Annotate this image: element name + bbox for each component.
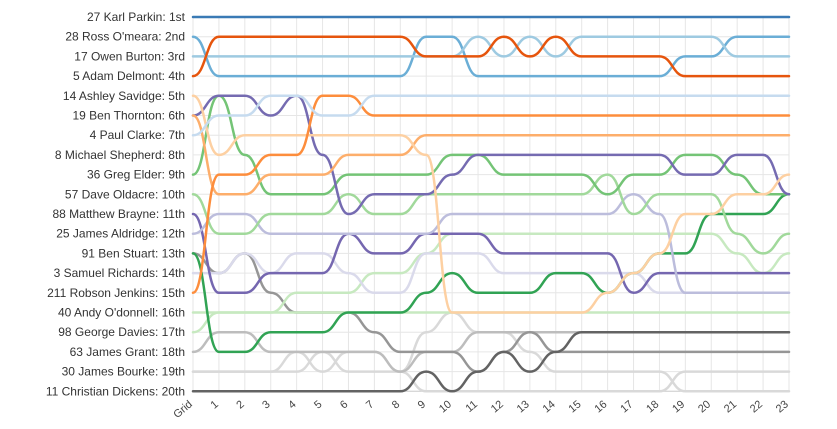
x-tick-label: 5 bbox=[312, 398, 324, 411]
series-line-14-ashley-savidge bbox=[191, 94, 791, 137]
x-tick-label: 2 bbox=[234, 398, 246, 411]
driver-label: 19 Ben Thornton: 6th bbox=[72, 109, 185, 123]
series-line-40-andy-o-donnell bbox=[191, 232, 791, 314]
driver-label: 28 Ross O'meara: 2nd bbox=[65, 30, 185, 44]
x-tick-label: 19 bbox=[670, 398, 687, 415]
x-tick-label: 22 bbox=[748, 398, 765, 415]
driver-label: 27 Karl Parkin: 1st bbox=[87, 10, 186, 24]
driver-label: 17 Owen Burton: 3rd bbox=[74, 49, 185, 63]
driver-label: 211 Robson Jenkins: 15th bbox=[47, 286, 185, 300]
series-line-98-george-davies bbox=[191, 311, 791, 334]
x-tick-label: 17 bbox=[618, 398, 635, 415]
x-tick-label: Grid bbox=[171, 398, 195, 421]
series-line-25-james-aldridge bbox=[191, 193, 791, 295]
driver-label-layer: 27 Karl Parkin: 1st 28 Ross O'meara: 2nd 1… bbox=[46, 10, 186, 398]
x-tick-label: 21 bbox=[722, 398, 739, 415]
series-layer bbox=[191, 15, 791, 393]
driver-label: 98 George Davies: 17th bbox=[58, 325, 185, 339]
series-line-8-michael-shepherd bbox=[191, 114, 791, 196]
x-tick-label: 11 bbox=[464, 398, 480, 415]
series-line-91-ben-stuart bbox=[191, 193, 791, 354]
driver-label: 57 Dave Oldacre: 10th bbox=[65, 187, 185, 201]
driver-label: 40 Andy O'donnell: 16th bbox=[58, 306, 185, 320]
series-line-4-paul-clarke bbox=[191, 94, 791, 314]
x-tick-label: 12 bbox=[489, 398, 506, 415]
x-tick-label: 14 bbox=[541, 398, 558, 415]
x-tick-label: 16 bbox=[592, 398, 609, 415]
series-line-3-samuel-richards bbox=[191, 212, 791, 295]
x-tick-label: 23 bbox=[774, 398, 791, 415]
series-line-28-ross-o-meara bbox=[191, 35, 791, 78]
driver-label: 88 Matthew Brayne: 11th bbox=[52, 207, 185, 221]
x-tick-label: 7 bbox=[364, 398, 376, 411]
x-tick-label: 20 bbox=[696, 398, 713, 415]
x-tick-label: 15 bbox=[567, 398, 584, 415]
series-line-88-matthew-brayne bbox=[191, 173, 791, 255]
x-axis-ticks: Grid 1 2 3 4 5 6 7 8 9 10 11 12 13 14 15 16 17 18 19 20 21 22 2… bbox=[171, 398, 791, 421]
grid-layer bbox=[192, 16, 790, 392]
x-tick-label: 8 bbox=[390, 398, 402, 411]
x-tick-label: 9 bbox=[416, 398, 428, 411]
driver-label: 5 Adam Delmont: 4th bbox=[73, 69, 185, 83]
driver-label: 14 Ashley Savidge: 5th bbox=[63, 89, 185, 103]
series-line-63-james-grant bbox=[191, 330, 791, 393]
x-tick-label: 10 bbox=[437, 398, 454, 415]
x-tick-label: 4 bbox=[286, 398, 298, 411]
driver-label: 91 Ben Stuart: 13th bbox=[82, 246, 185, 260]
driver-label: 63 James Grant: 18th bbox=[70, 345, 185, 359]
driver-label: 36 Greg Elder: 9th bbox=[87, 168, 185, 182]
driver-label: 25 James Aldridge: 12th bbox=[56, 227, 185, 241]
x-tick-label: 1 bbox=[208, 398, 220, 411]
x-tick-label: 13 bbox=[515, 398, 532, 415]
series-line-19-ben-thornton bbox=[191, 94, 791, 295]
driver-label: 8 Michael Shepherd: 8th bbox=[55, 148, 185, 162]
x-tick-label: 3 bbox=[260, 398, 272, 411]
driver-label: 4 Paul Clarke: 7th bbox=[90, 128, 185, 142]
x-tick-label: 6 bbox=[338, 398, 350, 411]
driver-label: 11 Christian Dickens: 20th bbox=[46, 384, 185, 398]
x-tick-label: 18 bbox=[644, 398, 661, 415]
series-line-5-adam-delmont bbox=[191, 35, 791, 78]
series-line-57-dave-oldacre bbox=[191, 94, 791, 196]
driver-label: 30 James Bourke: 19th bbox=[62, 365, 185, 379]
driver-label: 3 Samuel Richards: 14th bbox=[54, 266, 185, 280]
